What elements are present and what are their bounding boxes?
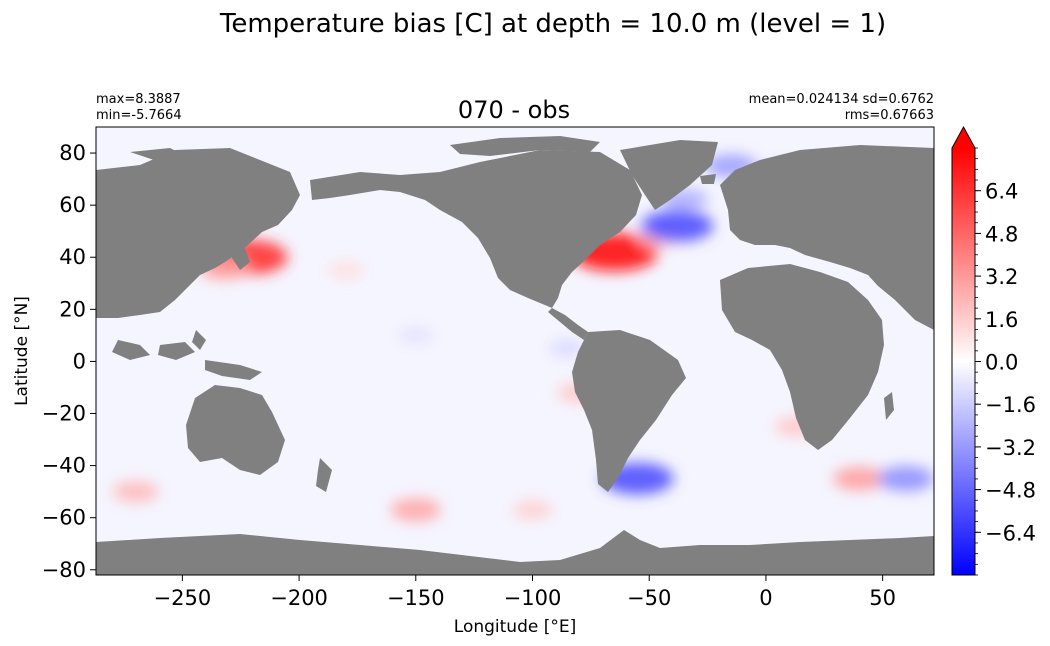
x-tick-label: −250 bbox=[154, 586, 212, 610]
colorbar-tick-label: 4.8 bbox=[985, 222, 1018, 246]
colorbar: −6.4 −4.8 −3.2 −1.6 0.0 1.6 3.2 4.8 6.4 bbox=[951, 125, 1036, 576]
heatmap-plot-area bbox=[96, 127, 934, 575]
colorbar-gradient bbox=[952, 148, 975, 575]
land-mask bbox=[96, 136, 934, 575]
land-antarctica bbox=[96, 530, 934, 575]
plot-title: 070 - obs bbox=[458, 96, 570, 124]
x-tick-label: −150 bbox=[387, 586, 445, 610]
anomaly-blob bbox=[327, 261, 364, 279]
y-axis: −80 −60 −40 −20 0 20 40 60 80 bbox=[42, 141, 96, 582]
anomaly-blob bbox=[548, 339, 587, 358]
land-central-america bbox=[548, 308, 588, 340]
x-axis: −250 −200 −150 −100 −50 0 50 bbox=[154, 575, 896, 610]
land-asia-west bbox=[96, 148, 300, 318]
land-new-zealand bbox=[316, 458, 332, 492]
colorbar-tick-label: 6.4 bbox=[985, 180, 1018, 204]
colorbar-tick-label: 1.6 bbox=[985, 308, 1018, 332]
x-tick-label: 50 bbox=[869, 586, 896, 610]
y-tick-label: 20 bbox=[59, 297, 86, 321]
land-south-america bbox=[572, 330, 686, 492]
anomaly-blob bbox=[112, 481, 159, 503]
land-japan bbox=[232, 240, 250, 270]
colorbar-extend-max bbox=[952, 127, 975, 148]
anomaly-blob bbox=[398, 326, 434, 344]
stat-max: max=8.3887 bbox=[96, 92, 181, 107]
colorbar-tick-label: 0.0 bbox=[985, 351, 1018, 375]
y-tick-label: −40 bbox=[42, 454, 86, 478]
suptitle: Temperature bias [C] at depth = 10.0 m (… bbox=[219, 9, 886, 39]
x-tick-label: 0 bbox=[759, 586, 772, 610]
y-axis-label: Latitude [°N] bbox=[12, 296, 32, 406]
colorbar-tick-label: 3.2 bbox=[985, 265, 1018, 289]
anomaly-blob bbox=[877, 466, 934, 492]
colorbar-outline bbox=[951, 125, 976, 576]
x-tick-label: −100 bbox=[504, 586, 562, 610]
y-tick-label: 80 bbox=[59, 141, 86, 165]
colorbar-tick-label: −6.4 bbox=[985, 521, 1036, 545]
colorbar-tick-label: −3.2 bbox=[985, 436, 1036, 460]
anomaly-blob bbox=[390, 498, 441, 522]
land-north-america bbox=[310, 150, 642, 308]
y-tick-label: −80 bbox=[42, 558, 86, 582]
land-arctic-islands bbox=[130, 136, 600, 162]
land-eurasia bbox=[720, 145, 934, 330]
colorbar-tick-label: −1.6 bbox=[985, 393, 1036, 417]
colorbar-ticks: −6.4 −4.8 −3.2 −1.6 0.0 1.6 3.2 4.8 6.4 bbox=[975, 147, 1036, 576]
x-tick-label: −50 bbox=[627, 586, 671, 610]
anomaly-blob bbox=[833, 466, 886, 491]
x-axis-label: Longitude [°E] bbox=[454, 617, 576, 637]
land-new-guinea bbox=[205, 360, 262, 380]
y-tick-label: 0 bbox=[73, 349, 86, 373]
y-tick-label: −60 bbox=[42, 506, 86, 530]
land-australia bbox=[186, 385, 285, 475]
x-tick-label: −200 bbox=[270, 586, 328, 610]
plot-frame bbox=[95, 126, 935, 576]
y-tick-label: 40 bbox=[59, 245, 86, 269]
land-british-isles bbox=[700, 174, 756, 218]
anomaly-blob bbox=[641, 210, 714, 242]
land-se-asia-islands bbox=[112, 330, 206, 360]
anomaly-blob bbox=[512, 500, 553, 520]
colorbar-tick-label: −4.8 bbox=[985, 479, 1036, 503]
y-tick-label: −20 bbox=[42, 402, 86, 426]
stat-rms: rms=0.67663 bbox=[845, 108, 934, 123]
land-greenland bbox=[620, 140, 718, 210]
land-africa bbox=[720, 264, 884, 450]
stat-min: min=-5.7664 bbox=[96, 108, 182, 123]
land-madagascar bbox=[884, 392, 894, 420]
y-tick-label: 60 bbox=[59, 193, 86, 217]
stat-mean-sd: mean=0.024134 sd=0.6762 bbox=[749, 92, 934, 107]
